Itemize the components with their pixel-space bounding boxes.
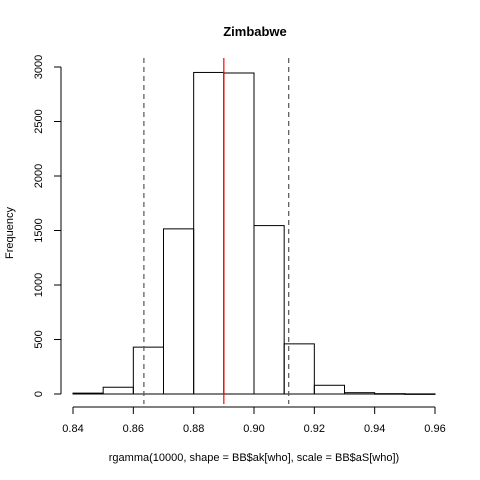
y-tick-label: 3000 — [33, 55, 45, 79]
x-tick-label: 0.86 — [123, 423, 144, 435]
bars-group — [72, 71, 436, 395]
histogram-bar — [344, 392, 376, 395]
histogram-bar — [313, 384, 346, 395]
histogram-bar — [72, 392, 104, 395]
x-tick-label: 0.96 — [424, 423, 445, 435]
reference-lines-group — [143, 58, 290, 404]
histogram-bar — [193, 71, 225, 395]
histogram-bar — [404, 393, 436, 395]
y-tick-label: 1500 — [33, 218, 45, 242]
histogram-bar — [132, 346, 164, 395]
x-tick-label: 0.94 — [364, 423, 385, 435]
x-tick-label: 0.88 — [183, 423, 204, 435]
x-axis-label: rgamma(10000, shape = BB$ak[who], scale … — [109, 452, 399, 464]
histogram-bar — [223, 72, 255, 395]
histogram-bar — [374, 393, 406, 395]
x-axis: 0.84 0.86 0.88 0.90 0.92 0.94 0.96 — [62, 406, 446, 435]
y-axis-label: Frequency — [4, 207, 16, 259]
y-axis: 0 500 1000 1500 2000 2500 3000 — [33, 55, 62, 397]
y-tick-label: 500 — [33, 330, 45, 348]
histogram-bar — [102, 386, 134, 395]
histogram-bar — [163, 228, 195, 395]
x-tick-label: 0.90 — [243, 423, 264, 435]
y-tick-label: 1000 — [33, 273, 45, 297]
y-tick-label: 2500 — [33, 109, 45, 133]
y-tick-label: 0 — [33, 391, 45, 397]
histogram-bar — [253, 225, 285, 395]
x-tick-label: 0.84 — [62, 423, 83, 435]
histogram-bar — [283, 343, 315, 395]
chart-title: Zimbabwe — [223, 24, 287, 39]
y-tick-label: 2000 — [33, 164, 45, 188]
x-tick-label: 0.92 — [304, 423, 325, 435]
